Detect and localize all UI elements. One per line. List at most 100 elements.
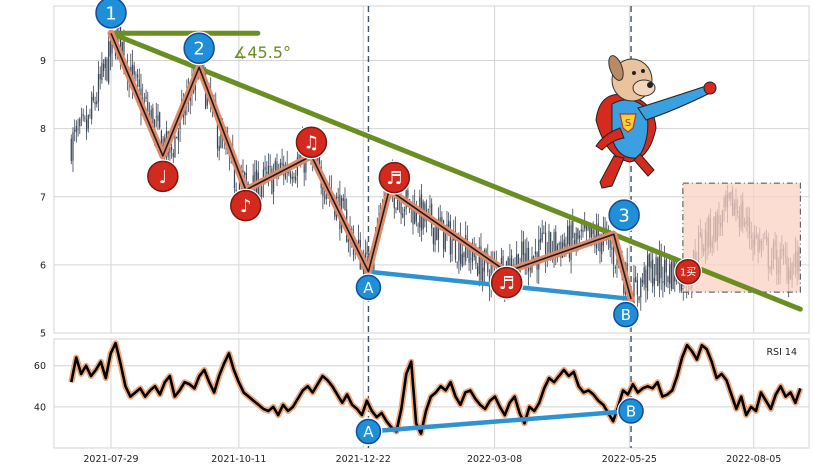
rsi-title: RSI 14 bbox=[766, 347, 797, 358]
candle-body bbox=[582, 229, 584, 233]
candle-body bbox=[650, 261, 652, 269]
hero-ear bbox=[608, 55, 624, 81]
candle-body bbox=[533, 255, 535, 260]
candle-body bbox=[476, 266, 479, 276]
price-marker-5-label: ♩ bbox=[159, 167, 168, 188]
candle-body bbox=[653, 278, 655, 285]
candle-body bbox=[578, 235, 581, 239]
candle-body bbox=[150, 109, 152, 118]
candle-body bbox=[157, 115, 159, 122]
candle-body bbox=[544, 232, 547, 260]
candle-body bbox=[478, 247, 480, 274]
x-tick-label: 2022-08-05 bbox=[726, 454, 781, 465]
candle-body bbox=[638, 296, 640, 300]
candle-body bbox=[106, 59, 108, 81]
candle-body bbox=[524, 253, 526, 265]
candle-body bbox=[488, 275, 491, 288]
candle-body bbox=[468, 247, 470, 264]
candle-body bbox=[587, 227, 589, 230]
candle-body bbox=[152, 108, 154, 134]
rsi-line bbox=[70, 341, 802, 435]
price-marker-2 bbox=[608, 199, 640, 231]
candle-body bbox=[257, 172, 259, 205]
candle-body bbox=[541, 232, 543, 241]
candle-body bbox=[70, 138, 72, 161]
candle-body bbox=[483, 250, 485, 272]
candle-body bbox=[633, 278, 635, 314]
candle-body bbox=[79, 118, 81, 127]
rsi-marker-1 bbox=[618, 398, 644, 424]
candle-body bbox=[648, 254, 650, 267]
candle-body bbox=[672, 259, 674, 289]
candle-body bbox=[482, 267, 484, 282]
candle-body bbox=[104, 58, 106, 69]
candle-body bbox=[281, 162, 283, 166]
candle-body bbox=[652, 259, 654, 287]
candle-body bbox=[160, 130, 162, 156]
x-tick-label: 2022-03-08 bbox=[467, 454, 522, 465]
candle-body bbox=[451, 239, 453, 254]
candle-body bbox=[274, 160, 276, 171]
price-marker-8-label: ♬ bbox=[386, 168, 402, 189]
candle-body bbox=[395, 208, 397, 210]
hero-glove-left bbox=[595, 127, 625, 151]
candle-body bbox=[108, 41, 110, 83]
candle-body bbox=[121, 41, 123, 53]
price-marker-4-label: B bbox=[621, 306, 631, 324]
candle-body bbox=[657, 257, 659, 287]
candle-body bbox=[475, 256, 477, 264]
candle-body bbox=[176, 136, 178, 139]
price-marker-9-label: ♬ bbox=[499, 273, 515, 294]
hero-emblem-letter: S bbox=[625, 118, 631, 129]
candle-body bbox=[261, 186, 263, 197]
candle-body bbox=[456, 261, 458, 263]
price-marker-9 bbox=[490, 266, 523, 299]
candle-body bbox=[272, 172, 275, 192]
candle-body bbox=[614, 266, 616, 269]
candle-body bbox=[288, 170, 290, 175]
candle-body bbox=[568, 226, 570, 258]
candle-body bbox=[155, 116, 157, 118]
candle-body bbox=[82, 114, 84, 117]
candle-body bbox=[667, 276, 669, 283]
price-marker-5 bbox=[147, 160, 179, 193]
candle-body bbox=[218, 145, 220, 151]
axis-tick-labels: 2021-07-29 2021-10-11 2021-12-22 2022-03-08… bbox=[34, 56, 781, 465]
candle-body bbox=[679, 281, 681, 291]
candle-body bbox=[138, 79, 140, 87]
candle-body bbox=[636, 280, 638, 295]
candle-body bbox=[133, 65, 135, 75]
candle-body bbox=[645, 269, 647, 288]
candle-body bbox=[131, 64, 134, 85]
x-tick-label: 2021-07-29 bbox=[83, 454, 138, 465]
candle-body bbox=[245, 172, 247, 180]
price-marker-6-label: ♪ bbox=[240, 196, 252, 217]
candle-body bbox=[543, 232, 545, 234]
candle-body bbox=[94, 102, 96, 105]
candle-body bbox=[295, 176, 297, 181]
candle-body bbox=[441, 216, 443, 226]
price-marker-0-label: 1 bbox=[105, 3, 116, 24]
candle-body bbox=[298, 154, 300, 161]
candle-body bbox=[563, 239, 565, 247]
candle-body bbox=[448, 220, 450, 227]
candle-body bbox=[458, 238, 460, 262]
box-rect bbox=[682, 182, 801, 293]
candle-body bbox=[143, 100, 145, 102]
candle-body bbox=[85, 119, 88, 132]
candle-body bbox=[527, 247, 530, 272]
candle-body bbox=[145, 96, 147, 100]
candle-body bbox=[170, 147, 173, 150]
candle-body bbox=[397, 199, 399, 210]
candle-body bbox=[135, 74, 137, 76]
candle-body bbox=[271, 168, 273, 195]
candle-body bbox=[434, 227, 436, 245]
candle-body bbox=[400, 200, 402, 215]
candle-body bbox=[442, 220, 445, 250]
price-marker-7-label: ♫ bbox=[303, 133, 319, 154]
candle-body bbox=[417, 224, 419, 226]
price-marker-2-label: 3 bbox=[618, 206, 629, 227]
price-marker-8 bbox=[378, 161, 411, 194]
candle-body bbox=[74, 129, 76, 132]
candle-body bbox=[220, 129, 222, 148]
